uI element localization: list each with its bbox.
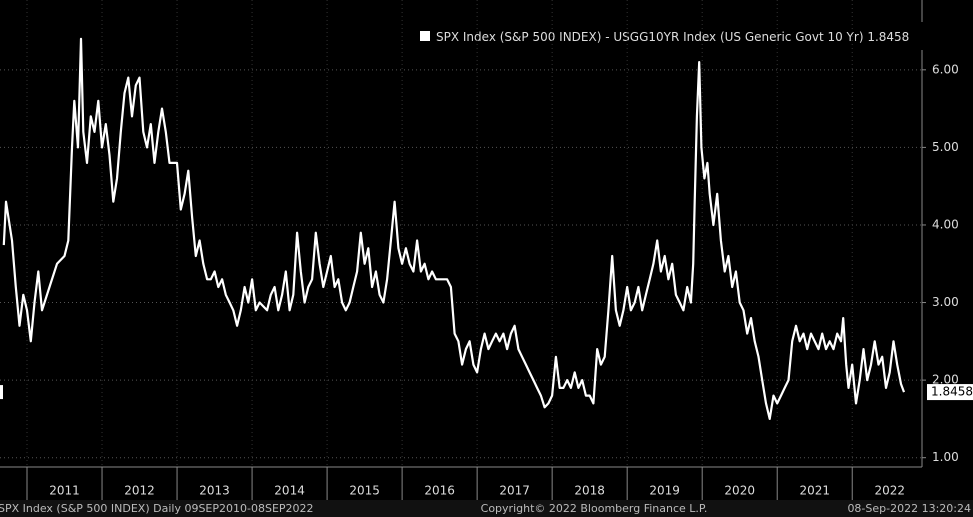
x-tick-label: 2014: [274, 484, 305, 498]
legend-name: SPX Index (S&P 500 INDEX) - USGG10YR Ind…: [436, 30, 864, 44]
x-tick-label: 2015: [349, 484, 380, 498]
last-value-label: 1.8458: [931, 385, 973, 399]
x-tick-label: 2017: [499, 484, 530, 498]
footer-left: SPX Index (S&P 500 INDEX) Daily 09SEP201…: [0, 502, 314, 515]
x-tick-label: 2012: [124, 484, 155, 498]
x-tick-label: 2016: [424, 484, 455, 498]
legend-box: [412, 22, 924, 50]
y-tick-label: 3.00: [932, 295, 959, 309]
x-tick-label: 2020: [724, 484, 755, 498]
y-tick-label: 4.00: [932, 217, 959, 231]
x-tick-label: 2011: [49, 484, 80, 498]
x-tick-label: 2013: [199, 484, 230, 498]
y-tick-label: 5.00: [932, 140, 959, 154]
x-tick-label: 2019: [649, 484, 680, 498]
footer-right: 08-Sep-2022 13:20:24: [847, 502, 971, 515]
footer-center: Copyright© 2022 Bloomberg Finance L.P.: [481, 502, 708, 515]
y-tick-label: 2.00: [932, 373, 959, 387]
legend: SPX Index (S&P 500 INDEX) - USGG10YR Ind…: [412, 22, 924, 50]
line: [2, 37, 906, 420]
y-tick-label: 6.00: [932, 62, 959, 76]
legend-swatch: [420, 31, 430, 41]
x-tick-label: 2022: [874, 484, 905, 498]
last-value-box: [927, 384, 973, 401]
y-tick-label: 1.00: [932, 450, 959, 464]
left-marker: [0, 385, 3, 400]
legend-value: 1.8458: [867, 30, 909, 44]
footer-bar: [0, 500, 973, 517]
x-tick-label: 2021: [799, 484, 830, 498]
legend-label: SPX Index (S&P 500 INDEX) - USGG10YR Ind…: [436, 30, 909, 44]
x-tick-label: 2018: [574, 484, 605, 498]
